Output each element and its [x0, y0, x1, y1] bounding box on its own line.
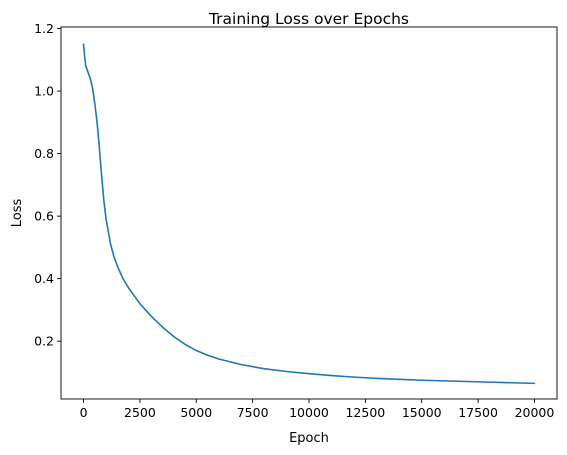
y-axis: 0.2 0.4 0.6 0.8 1.0 1.2 [34, 21, 61, 349]
x-tick-label: 2500 [124, 405, 156, 420]
y-tick-label: 0.6 [34, 209, 54, 224]
x-tick-label: 12500 [345, 405, 385, 420]
x-axis: 0 2500 5000 7500 10000 12500 15000 17500 20000 [80, 399, 555, 420]
y-axis-label: Loss [10, 199, 25, 228]
chart-title: Training Loss over Epochs [208, 10, 409, 28]
x-tick-label: 20000 [515, 405, 555, 420]
x-tick-label: 0 [80, 405, 88, 420]
x-axis-label: Epoch [289, 431, 329, 446]
x-tick-label: 17500 [458, 405, 498, 420]
y-tick-label: 0.4 [34, 271, 54, 286]
plot-area [82, 43, 536, 385]
x-tick-label: 5000 [180, 405, 212, 420]
y-tick-label: 1.2 [34, 21, 54, 36]
x-tick-label: 7500 [237, 405, 269, 420]
y-tick-label: 0.2 [34, 334, 54, 349]
x-tick-label: 10000 [289, 405, 329, 420]
loss-series-line [82, 43, 536, 385]
y-tick-label: 1.0 [34, 84, 54, 99]
x-tick-label: 15000 [402, 405, 442, 420]
y-tick-label: 0.8 [34, 146, 54, 161]
